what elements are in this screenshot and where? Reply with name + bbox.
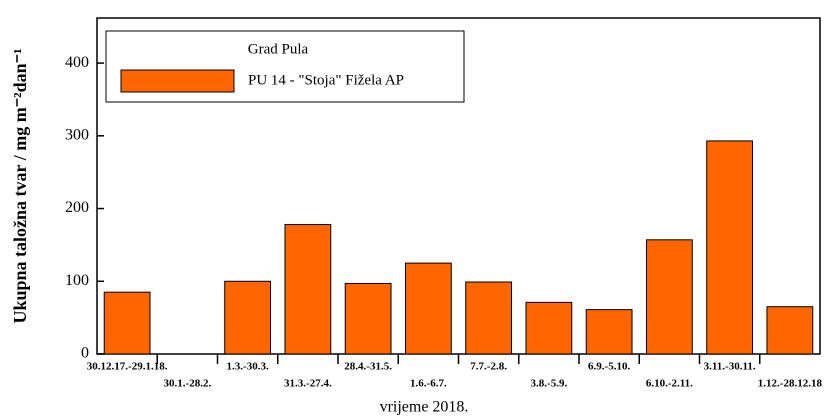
x-tick-label: 30.12.17.-29.1.18. — [87, 361, 168, 373]
y-tick-label: 100 — [65, 272, 89, 289]
bar — [404, 262, 452, 355]
bar — [766, 306, 814, 355]
x-tick-label: 1.12.-28.12.18 — [758, 378, 823, 390]
x-tick-label: 1.3.-30.3. — [227, 361, 269, 373]
bar — [585, 309, 633, 355]
y-axis-label: Ukupna taložna tvar / mg m⁻²dan⁻¹ — [10, 48, 30, 323]
bar — [103, 291, 151, 355]
bar — [224, 280, 272, 355]
x-tick-label: 6.10.-2.11. — [646, 378, 693, 390]
x-tick-label: 6.9.-5.10. — [588, 361, 630, 373]
x-tick-label: 3.8.-5.9. — [531, 378, 568, 390]
bar — [645, 239, 693, 355]
bar — [465, 281, 513, 355]
legend-label: PU 14 - "Stoja" Fižela AP — [248, 72, 404, 88]
bar — [525, 301, 573, 355]
x-tick-label: 1.6.-6.7. — [410, 378, 447, 390]
bar — [706, 140, 754, 355]
legend-swatch — [120, 69, 235, 93]
x-tick-label: 3.11.-30.11. — [704, 361, 756, 373]
bar — [284, 224, 332, 355]
x-axis-label: vrijeme 2018. — [380, 399, 469, 416]
x-tick-label: 31.3.-27.4. — [284, 378, 332, 390]
legend-title: Grad Pula — [248, 41, 309, 57]
y-tick-label: 400 — [65, 54, 89, 71]
y-tick-label: 0 — [81, 345, 89, 362]
x-tick-label: 7.7.-2.8. — [470, 361, 507, 373]
y-tick-label: 300 — [65, 126, 89, 143]
bar — [344, 282, 392, 355]
y-tick-label: 200 — [65, 199, 89, 216]
x-tick-label: 30.1.-28.2. — [164, 378, 212, 390]
x-tick-label: 28.4.-31.5. — [344, 361, 392, 373]
